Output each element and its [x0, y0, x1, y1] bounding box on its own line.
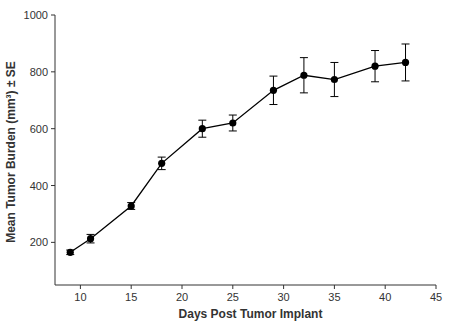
data-point: [128, 202, 135, 209]
y-tick: [51, 242, 55, 243]
error-cap: [330, 62, 338, 63]
y-axis: [55, 15, 56, 285]
y-tick-label: 600: [30, 123, 48, 135]
error-cap: [87, 234, 95, 235]
error-cap: [402, 80, 410, 81]
data-point: [402, 59, 409, 66]
x-tick-label: 35: [328, 291, 340, 303]
error-bar: [269, 76, 277, 104]
data-point: [371, 63, 378, 70]
error-cap: [300, 57, 308, 58]
x-tick: [436, 285, 437, 289]
data-point: [67, 249, 74, 256]
y-tick: [51, 15, 55, 16]
y-tick-label: 800: [30, 66, 48, 78]
x-tick-label: 40: [379, 291, 391, 303]
error-cap: [158, 169, 166, 170]
data-point: [270, 87, 277, 94]
error-bar: [198, 120, 206, 137]
error-cap: [330, 96, 338, 97]
x-tick: [182, 285, 183, 289]
plot-data: [66, 44, 409, 256]
error-bar: [402, 44, 410, 81]
error-cap: [269, 104, 277, 105]
error-cap: [269, 76, 277, 77]
x-tick-label: 25: [227, 291, 239, 303]
x-axis-title: Days Post Tumor Implant: [179, 307, 323, 321]
error-cap: [371, 81, 379, 82]
error-cap: [229, 130, 237, 131]
data-line: [70, 62, 405, 252]
y-tick: [51, 71, 55, 72]
x-tick-label: 10: [74, 291, 86, 303]
x-tick-label: 15: [125, 291, 137, 303]
data-point: [87, 235, 94, 242]
x-tick-label: 20: [176, 291, 188, 303]
error-bar: [371, 51, 379, 82]
x-tick: [334, 285, 335, 289]
x-tick: [131, 285, 132, 289]
x-tick: [232, 285, 233, 289]
error-cap: [229, 115, 237, 116]
data-point: [158, 160, 165, 167]
data-point: [331, 76, 338, 83]
error-bar: [330, 62, 338, 96]
data-point: [199, 125, 206, 132]
x-tick-label: 45: [430, 291, 442, 303]
error-cap: [198, 120, 206, 121]
y-tick: [51, 185, 55, 186]
error-cap: [158, 157, 166, 158]
y-tick-label: 200: [30, 236, 48, 248]
error-cap: [300, 92, 308, 93]
data-point: [300, 72, 307, 79]
data-point: [229, 119, 236, 126]
x-tick: [385, 285, 386, 289]
y-tick: [51, 128, 55, 129]
chart-container: 200 400 600 800 1000 10 15 20 25 30 35 40 45 Days Pos…: [0, 0, 460, 327]
y-tick-label: 400: [30, 180, 48, 192]
x-tick-label: 30: [277, 291, 289, 303]
x-tick: [80, 285, 81, 289]
error-bar: [300, 58, 308, 93]
error-bar: [229, 115, 237, 131]
x-axis: [55, 285, 436, 286]
error-cap: [198, 137, 206, 138]
error-cap: [371, 50, 379, 51]
error-cap: [87, 242, 95, 243]
y-axis-title: Mean Tumor Burden (mm³) ± SE: [4, 61, 18, 243]
y-tick-label: 1000: [24, 9, 48, 21]
x-tick: [283, 285, 284, 289]
error-cap: [402, 43, 410, 44]
chart: 200 400 600 800 1000 10 15 20 25 30 35 40 45 Days Pos…: [0, 0, 460, 327]
